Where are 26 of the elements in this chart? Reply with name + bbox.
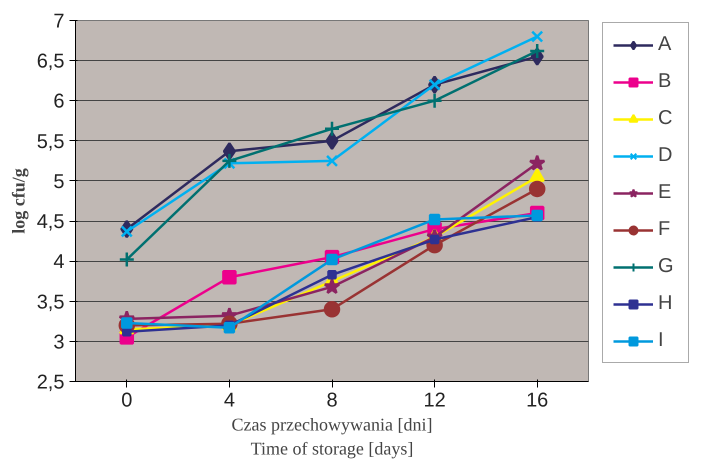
y-tick-label: 7 bbox=[53, 10, 64, 32]
x-tick-label: 16 bbox=[526, 390, 548, 412]
legend-label: F bbox=[658, 218, 672, 241]
legend-label: H bbox=[658, 292, 674, 315]
y-tick-label: 3,5 bbox=[36, 291, 65, 314]
legend-label: G bbox=[658, 255, 675, 278]
y-axis-title: log cfu/g bbox=[8, 168, 29, 234]
y-tick-label: 5 bbox=[53, 170, 64, 193]
y-tick-label: 5,5 bbox=[36, 130, 65, 153]
legend-label: I bbox=[658, 329, 665, 352]
x-tick-label: 12 bbox=[423, 390, 446, 412]
y-tick-label: 4 bbox=[53, 251, 64, 274]
legend-label: C bbox=[658, 107, 674, 130]
x-tick-label: 0 bbox=[121, 390, 132, 412]
y-tick-label: 6 bbox=[53, 90, 64, 113]
y-tick-label: 6,5 bbox=[36, 50, 65, 73]
legend-label: B bbox=[658, 70, 672, 93]
legend-label: D bbox=[658, 144, 674, 167]
x-axis-title: Czas przechowywania [dni] Time of storage [days] bbox=[232, 414, 432, 458]
y-tick-label: 3 bbox=[53, 331, 64, 354]
legend-label: E bbox=[658, 181, 672, 204]
x-tick-label: 4 bbox=[224, 390, 235, 412]
x-tick-label: 8 bbox=[326, 390, 338, 412]
y-tick-label: 2,5 bbox=[36, 372, 65, 394]
legend-label: A bbox=[658, 33, 672, 56]
y-tick-label: 4,5 bbox=[36, 211, 65, 234]
